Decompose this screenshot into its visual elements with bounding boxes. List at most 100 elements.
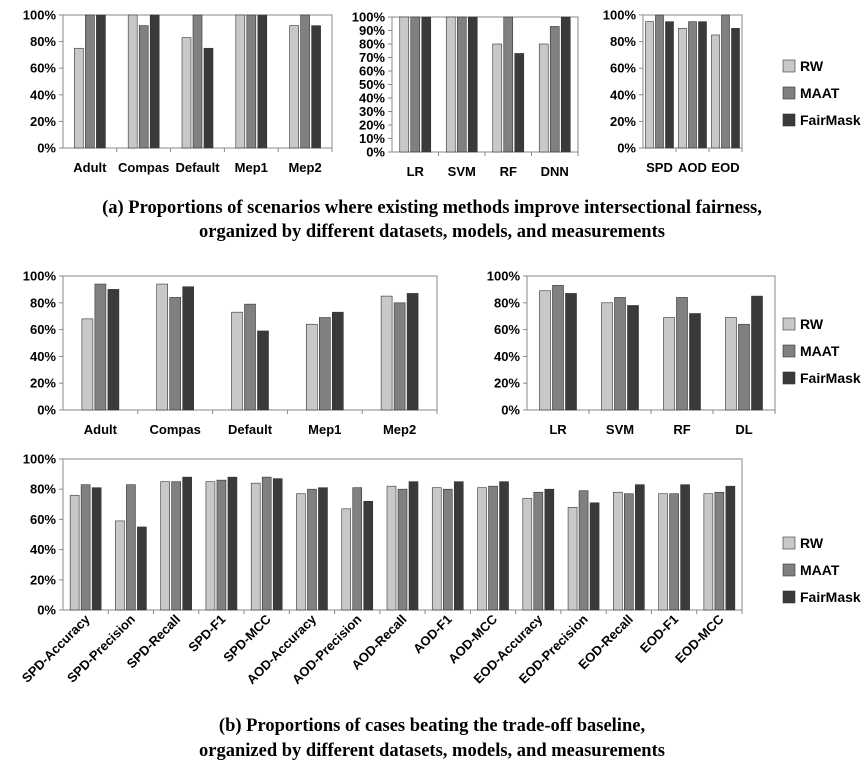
bar-fairmask-rf bbox=[689, 313, 701, 411]
bar-maat-dnn bbox=[549, 26, 560, 153]
chart-b-datasets: 0% 20% 40% 60% 80% 100% Adult Compas Default Mep1… bbox=[23, 269, 438, 437]
bar-maat-aod-accuracy bbox=[307, 488, 317, 611]
bar-rw-default bbox=[181, 37, 192, 149]
charts-group: 0% 20% 40% 60% 80% 100% Adult Compas Default Mep1… bbox=[19, 8, 776, 687]
bar-fairmask-dnn bbox=[560, 16, 571, 153]
bar-rw-aod bbox=[678, 27, 687, 149]
bar-maat-aod-recall bbox=[397, 488, 408, 611]
bar-fairmask-mep2 bbox=[406, 293, 419, 411]
bar-rw-spd-mcc bbox=[250, 482, 261, 611]
bar-maat-eod-mcc bbox=[714, 491, 725, 611]
bar-fairmask-dl bbox=[751, 295, 763, 411]
legend-swatch-fairmask bbox=[782, 113, 796, 127]
y-tick-label: 100% bbox=[23, 269, 57, 284]
bar-rw-mep2 bbox=[289, 25, 299, 149]
bar-maat-spd-precision bbox=[126, 484, 136, 611]
legend-swatch-rw bbox=[782, 317, 796, 331]
bar-maat-eod-f1 bbox=[669, 493, 679, 611]
bar-fairmask-rf bbox=[514, 53, 525, 153]
y-tick-label: 70% bbox=[359, 50, 385, 65]
bar-maat-spd-f1 bbox=[216, 479, 227, 611]
caption-a-line2: organized by different datasets, models,… bbox=[199, 222, 665, 242]
bar-rw-eod-accuracy bbox=[522, 497, 533, 611]
y-tick-label: 100% bbox=[487, 269, 521, 284]
y-tick-label: 0% bbox=[37, 141, 56, 156]
plot-area-frame bbox=[526, 275, 776, 411]
y-tick-label: 40% bbox=[494, 349, 520, 364]
y-tick-label: 80% bbox=[359, 37, 385, 52]
bar-maat-compas bbox=[138, 25, 149, 149]
x-category-label: Mep2 bbox=[383, 422, 416, 437]
x-category-label: AOD bbox=[678, 160, 707, 175]
y-tick-label: 20% bbox=[30, 572, 56, 587]
x-category-label: SPD-F1 bbox=[185, 612, 228, 655]
y-tick-label: 40% bbox=[610, 87, 636, 102]
y-tick-label: 60% bbox=[359, 64, 385, 79]
x-category-label: Adult bbox=[84, 422, 118, 437]
bar-fairmask-svm bbox=[627, 305, 639, 411]
y-tick-label: 60% bbox=[30, 512, 56, 527]
caption-b-line2: organized by different datasets, models,… bbox=[199, 741, 665, 761]
y-tick-label: 80% bbox=[610, 34, 636, 49]
bar-fairmask-aod-mcc bbox=[499, 481, 509, 611]
bar-rw-spd-recall bbox=[160, 481, 170, 611]
legend-label-fairmask: FairMask bbox=[800, 589, 861, 605]
bar-fairmask-svm bbox=[467, 16, 478, 153]
bar-maat-aod-f1 bbox=[442, 488, 453, 611]
legend-label-rw: RW bbox=[800, 535, 824, 551]
legend-label-maat: MAAT bbox=[800, 562, 840, 578]
bar-rw-rf bbox=[663, 317, 675, 411]
y-tick-label: 0% bbox=[617, 141, 636, 156]
bar-fairmask-mep2 bbox=[311, 25, 321, 149]
bar-maat-mep2 bbox=[393, 302, 406, 411]
x-category-label: Compas bbox=[118, 160, 169, 175]
x-category-label: LR bbox=[549, 422, 567, 437]
bar-rw-dl bbox=[725, 317, 737, 411]
y-tick-label: 0% bbox=[37, 403, 56, 418]
bar-maat-lr bbox=[410, 16, 421, 153]
chart-a-measurements: 0% 20% 40% 60% 80% 100% SPD AOD EOD bbox=[603, 8, 743, 175]
bar-fairmask-compas bbox=[182, 286, 194, 411]
bar-maat-adult bbox=[85, 14, 95, 149]
bar-fairmask-eod-precision bbox=[589, 502, 600, 611]
bar-rw-rf bbox=[492, 43, 503, 153]
legend-swatch-fairmask bbox=[782, 590, 796, 604]
bar-fairmask-mep1 bbox=[257, 14, 268, 149]
bar-rw-eod-precision bbox=[567, 507, 578, 611]
x-category-label: Default bbox=[228, 422, 273, 437]
x-category-label: Mep1 bbox=[308, 422, 341, 437]
bar-fairmask-spd-mcc bbox=[272, 478, 283, 611]
bar-maat-eod-accuracy bbox=[533, 491, 544, 611]
y-tick-label: 60% bbox=[30, 322, 56, 337]
bar-maat-spd bbox=[655, 14, 664, 149]
x-category-label: EOD-F1 bbox=[637, 612, 681, 656]
y-tick-label: 40% bbox=[30, 87, 56, 102]
y-tick-label: 30% bbox=[359, 104, 385, 119]
bar-rw-compas bbox=[156, 283, 168, 411]
bar-fairmask-aod bbox=[698, 21, 707, 149]
bar-rw-aod-precision bbox=[341, 508, 352, 611]
y-tick-label: 100% bbox=[603, 8, 637, 23]
y-tick-label: 20% bbox=[359, 118, 385, 133]
bar-rw-compas bbox=[127, 14, 138, 149]
y-tick-label: 40% bbox=[30, 349, 56, 364]
bar-rw-spd-accuracy bbox=[69, 494, 80, 611]
y-tick-label: 20% bbox=[30, 376, 56, 391]
x-category-label: DL bbox=[735, 422, 752, 437]
legend-label-rw: RW bbox=[800, 58, 824, 74]
bar-fairmask-eod-f1 bbox=[680, 484, 690, 611]
bar-maat-rf bbox=[503, 16, 514, 153]
legend-label-maat: MAAT bbox=[800, 85, 840, 101]
y-tick-label: 40% bbox=[359, 91, 385, 106]
bar-rw-eod-mcc bbox=[703, 493, 714, 611]
bar-maat-rf bbox=[676, 297, 688, 411]
legends-group: RW MAAT FairMask RW MAAT FairMask RW MAAT FairMa… bbox=[782, 58, 861, 605]
bar-rw-spd-precision bbox=[115, 520, 125, 611]
bar-fairmask-aod-recall bbox=[408, 481, 419, 611]
bar-fairmask-spd bbox=[665, 21, 674, 149]
bar-maat-aod-precision bbox=[352, 487, 363, 611]
legend: RW MAAT FairMask bbox=[782, 316, 861, 386]
y-tick-label: 80% bbox=[30, 482, 56, 497]
x-category-label: Mep2 bbox=[288, 160, 321, 175]
bar-maat-compas bbox=[169, 297, 181, 411]
